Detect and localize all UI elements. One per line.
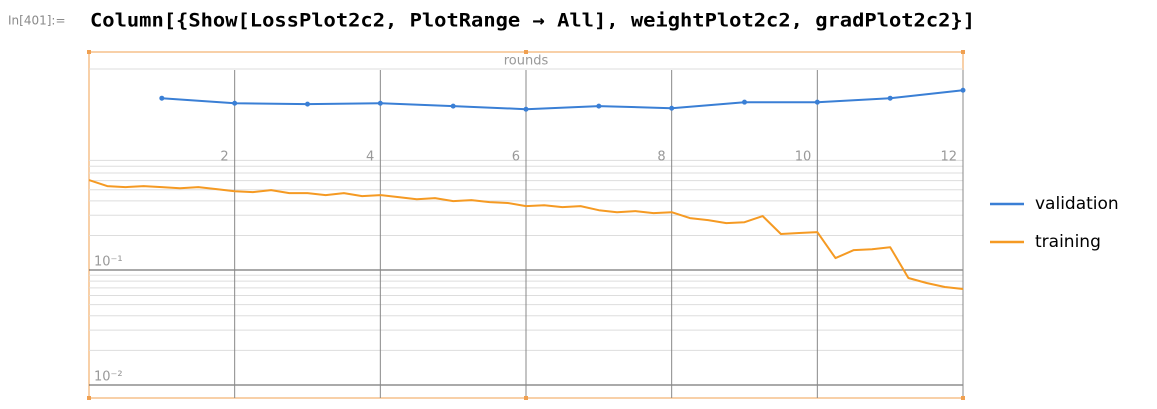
y-tick-label: 10⁻¹	[94, 255, 123, 270]
x-tick-label: 2	[220, 150, 228, 165]
selection-handle	[87, 50, 91, 54]
data-point	[159, 95, 165, 101]
x-tick-label: 4	[366, 150, 374, 165]
cell-label: In[401]:=	[8, 14, 66, 28]
data-point	[814, 99, 820, 105]
y-tick-label: 10⁻²	[94, 369, 123, 384]
x-tick-label: 12	[940, 150, 957, 165]
series-line	[88, 179, 964, 290]
x-tick-label: 8	[657, 150, 665, 165]
x-axis-label: rounds	[504, 54, 549, 69]
selection-handle	[524, 396, 528, 400]
x-tick-label: 6	[512, 150, 520, 165]
data-point	[596, 103, 602, 109]
cell-code[interactable]: Column[{Show[LossPlot2c2, PlotRange → Al…	[90, 10, 975, 32]
selection-handle	[87, 396, 91, 400]
data-point	[305, 101, 310, 107]
selection-handle	[961, 50, 965, 54]
data-point	[742, 99, 747, 105]
data-point	[450, 103, 456, 109]
data-point	[232, 100, 238, 106]
data-point	[523, 106, 529, 112]
selection-handle	[524, 50, 528, 54]
data-point	[887, 95, 893, 101]
series-line	[161, 89, 964, 111]
selection-handle	[961, 396, 965, 400]
data-point	[960, 87, 966, 93]
legend-label: training	[1035, 232, 1101, 252]
legend-label: validation	[1035, 194, 1119, 214]
x-tick-label: 10	[795, 150, 812, 165]
data-point	[669, 105, 675, 111]
data-point	[377, 100, 383, 106]
